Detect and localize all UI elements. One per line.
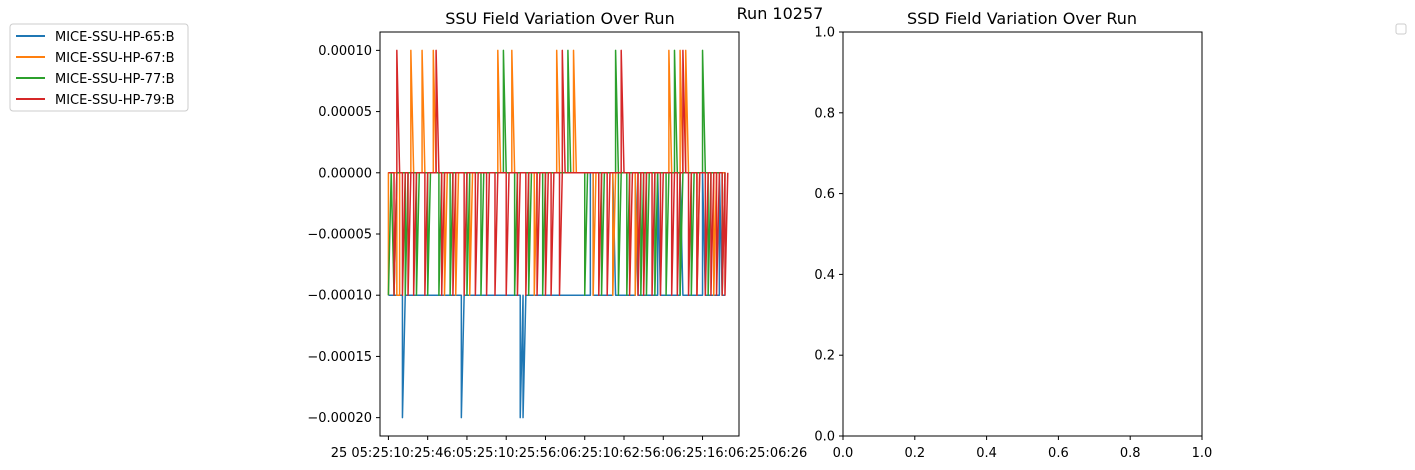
ssd-y-ticks: 0.0 0.2 0.4 0.6 0.8 1.0 [814,26,843,445]
y-tick-label: 0.8 [814,106,835,121]
y-tick-label: 0.4 [814,268,835,283]
y-tick-label: −0.00010 [307,289,372,304]
y-tick-label: 0.00010 [318,44,372,59]
y-tick-label: −0.00020 [307,411,372,426]
y-tick-label: 1.0 [814,26,835,41]
x-tick-label: 0.4 [976,446,997,461]
figure-suptitle: Run 10257 [737,4,824,23]
ssu-axes: SSU Field Variation Over Run 0.000100.00… [307,9,807,461]
x-tick-label: 1.0 [1192,446,1213,461]
ssu-series-lines [387,49,729,419]
legend-label: MICE-SSU-HP-67:B [55,51,175,66]
ssu-chart-title: SSU Field Variation Over Run [445,9,674,28]
x-tick-label: 0.2 [904,446,925,461]
ssd-x-ticks: 0.0 0.2 0.4 0.6 0.8 1.0 [833,436,1213,461]
y-tick-label: −0.00005 [307,228,372,243]
y-tick-label: 0.6 [814,187,835,202]
ssd-chart-title: SSD Field Variation Over Run [907,9,1137,28]
x-tick-label: 0.6 [1048,446,1069,461]
y-tick-label: 0.2 [814,349,835,364]
legend-label: MICE-SSU-HP-65:B [55,30,175,45]
legend-frame [9,23,189,112]
y-tick-label: 0.00005 [318,105,372,120]
x-tick-label: 0.8 [1120,446,1141,461]
ssu-x-ticks [387,436,704,440]
ssd-plot-frame [842,31,1203,437]
series-line-4 [388,49,729,296]
series-line-2 [387,49,725,296]
ssu-plot-frame [379,31,740,437]
ssd-axes: SSD Field Variation Over Run 0.00.20.40.… [814,9,1212,461]
y-tick-label: 0.0 [814,430,835,445]
empty-legend-box [1395,23,1407,35]
ssu-x-tick-labels: 25 05:25:10:25:46:05:25:10:25:56:06:25:1… [331,446,808,461]
ssu-y-ticks: 0.00010 0.00005 0.00000 −0.00005 −0.00010 −0.… [307,44,380,426]
x-tick-label: 0.0 [833,446,854,461]
legend-label: MICE-SSU-HP-79:B [55,93,175,108]
series-legend: MICE-SSU-HP-65:B MICE-SSU-HP-67:B MICE-SSU… [9,23,189,112]
y-tick-label: −0.00015 [307,350,372,365]
legend-label: MICE-SSU-HP-77:B [55,72,175,87]
y-tick-label: 0.00000 [318,166,372,181]
